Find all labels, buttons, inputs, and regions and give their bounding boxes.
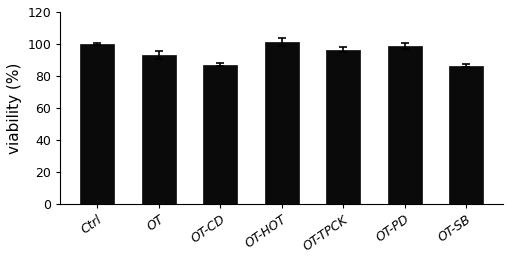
Bar [80,44,114,204]
Y-axis label: viability (%): viability (%) [7,62,22,154]
Bar [448,66,482,204]
Bar [326,49,359,204]
Bar [203,65,237,204]
Bar [387,46,421,204]
Bar [264,42,298,204]
Bar [142,55,175,204]
